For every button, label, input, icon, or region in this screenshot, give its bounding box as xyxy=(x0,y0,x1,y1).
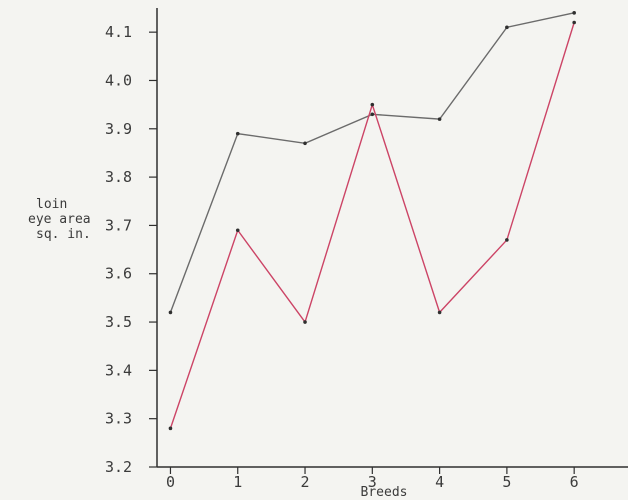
y-tick-label: 3.8 xyxy=(105,168,132,186)
series-1-point xyxy=(303,141,307,146)
y-tick-label: 3.6 xyxy=(105,265,132,283)
y-axis-ticks: 3.2 3.3 3.4 3.5 3.6 3.7 3.8 3.9 4.0 4.1 xyxy=(105,23,157,476)
x-tick-label: 1 xyxy=(233,473,242,491)
series-2-line xyxy=(169,22,575,429)
series-1-point xyxy=(572,11,576,15)
y-tick-label: 3.7 xyxy=(105,216,132,234)
y-tick-label: 3.4 xyxy=(105,361,132,379)
series-1-line xyxy=(169,12,575,313)
series-2-point xyxy=(168,426,173,431)
y-axis-title-line-1: loin xyxy=(36,197,67,212)
y-tick-label: 4.1 xyxy=(105,23,132,41)
y-tick-label: 3.5 xyxy=(105,313,132,331)
series-1-point xyxy=(437,117,442,121)
x-tick-label: 4 xyxy=(435,473,444,491)
series-2-point xyxy=(572,20,576,25)
series-2-point xyxy=(303,320,307,324)
series-2-point xyxy=(505,238,509,242)
y-tick-label: 3.9 xyxy=(105,120,132,138)
series-1-point xyxy=(235,131,240,136)
series-1-point xyxy=(370,112,375,117)
x-axis-title: Breeds xyxy=(361,485,408,500)
y-axis-title: loin eye area sq. in. xyxy=(28,197,91,242)
series-1-point xyxy=(168,310,173,315)
y-axis-title-line-2: eye area xyxy=(28,212,91,227)
series-2-point xyxy=(437,310,442,315)
series-1-point xyxy=(505,25,509,30)
series-2-point xyxy=(235,228,240,233)
x-tick-label: 5 xyxy=(502,473,511,491)
y-tick-label: 4.0 xyxy=(105,71,132,89)
series-layer xyxy=(168,11,576,431)
x-tick-label: 2 xyxy=(301,473,310,491)
y-tick-label: 3.2 xyxy=(105,458,132,476)
y-tick-label: 3.3 xyxy=(105,410,132,428)
series-2-point xyxy=(370,102,375,107)
x-axis-ticks: 0 1 2 3 4 5 6 xyxy=(166,467,579,491)
x-tick-label: 0 xyxy=(166,473,175,491)
x-tick-label: 6 xyxy=(570,473,579,491)
x-tick-label: 3 xyxy=(368,473,377,491)
y-axis-title-line-3: sq. in. xyxy=(36,227,91,242)
